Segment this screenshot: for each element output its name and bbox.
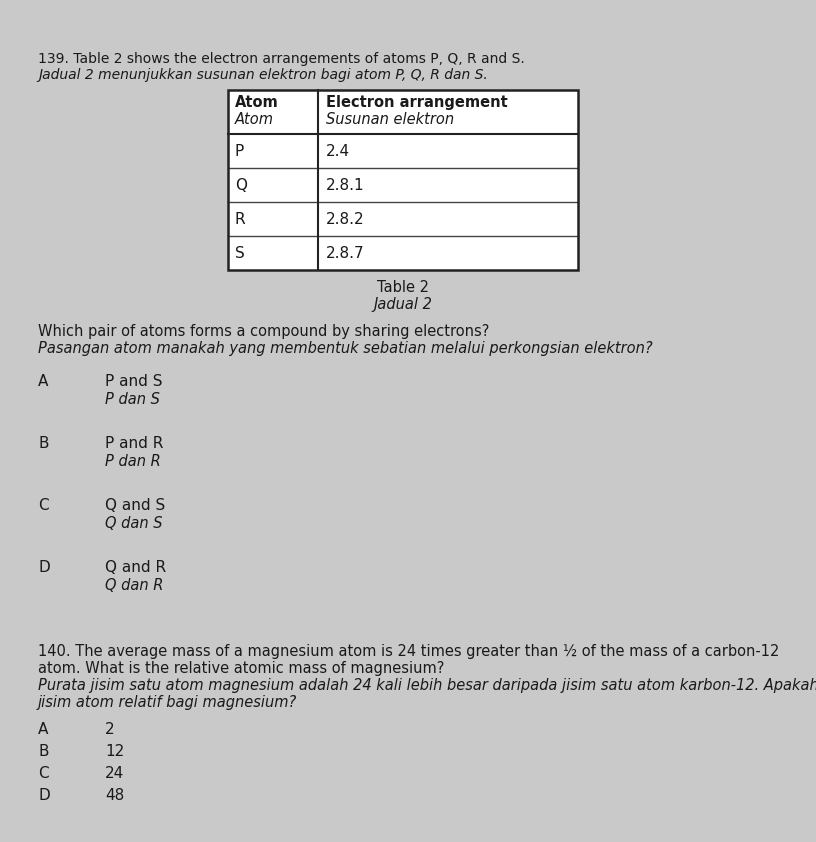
Text: Q dan R: Q dan R bbox=[105, 578, 163, 593]
Text: C: C bbox=[38, 766, 49, 781]
Text: Table 2: Table 2 bbox=[377, 280, 429, 295]
Text: D: D bbox=[38, 560, 50, 575]
Bar bbox=[228, 90, 578, 270]
Text: B: B bbox=[38, 436, 48, 451]
Text: Susunan elektron: Susunan elektron bbox=[326, 112, 455, 127]
Text: Q and S: Q and S bbox=[105, 498, 166, 513]
Text: A: A bbox=[38, 374, 48, 389]
Text: Pasangan atom manakah yang membentuk sebatian melalui perkongsian elektron?: Pasangan atom manakah yang membentuk seb… bbox=[38, 341, 653, 356]
Text: P: P bbox=[235, 143, 244, 158]
Text: A: A bbox=[38, 722, 48, 737]
Text: 2.4: 2.4 bbox=[326, 143, 350, 158]
Text: Atom: Atom bbox=[235, 95, 279, 110]
Text: C: C bbox=[38, 498, 49, 513]
Text: 2.8.1: 2.8.1 bbox=[326, 178, 365, 193]
Text: Electron arrangement: Electron arrangement bbox=[326, 95, 508, 110]
Text: 2: 2 bbox=[105, 722, 114, 737]
Text: atom. What is the relative atomic mass of magnesium?: atom. What is the relative atomic mass o… bbox=[38, 661, 445, 676]
Text: Atom: Atom bbox=[235, 112, 274, 127]
Text: 48: 48 bbox=[105, 788, 124, 803]
Text: jisim atom relatif bagi magnesium?: jisim atom relatif bagi magnesium? bbox=[38, 695, 297, 710]
Text: 2.8.2: 2.8.2 bbox=[326, 211, 365, 226]
Text: B: B bbox=[38, 744, 48, 759]
Text: Q and R: Q and R bbox=[105, 560, 166, 575]
Text: R: R bbox=[235, 211, 246, 226]
Text: 2.8.7: 2.8.7 bbox=[326, 246, 365, 260]
Bar bbox=[228, 90, 578, 270]
Text: 12: 12 bbox=[105, 744, 124, 759]
Text: 24: 24 bbox=[105, 766, 124, 781]
Text: Which pair of atoms forms a compound by sharing electrons?: Which pair of atoms forms a compound by … bbox=[38, 324, 490, 339]
Text: S: S bbox=[235, 246, 245, 260]
Text: Q: Q bbox=[235, 178, 247, 193]
Text: P dan R: P dan R bbox=[105, 454, 161, 469]
Text: 139. Table 2 shows the electron arrangements of atoms P, Q, R and S.: 139. Table 2 shows the electron arrangem… bbox=[38, 52, 525, 66]
Text: P dan S: P dan S bbox=[105, 392, 160, 407]
Text: Jadual 2 menunjukkan susunan elektron bagi atom P, Q, R dan S.: Jadual 2 menunjukkan susunan elektron ba… bbox=[38, 68, 488, 82]
Text: Jadual 2: Jadual 2 bbox=[374, 297, 432, 312]
Text: P and S: P and S bbox=[105, 374, 162, 389]
Text: P and R: P and R bbox=[105, 436, 163, 451]
Text: Purata jisim satu atom magnesium adalah 24 kali lebih besar daripada jisim satu : Purata jisim satu atom magnesium adalah … bbox=[38, 678, 816, 693]
Text: D: D bbox=[38, 788, 50, 803]
Text: 140. The average mass of a magnesium atom is 24 times greater than ½ of the mass: 140. The average mass of a magnesium ato… bbox=[38, 644, 779, 659]
Text: Q dan S: Q dan S bbox=[105, 516, 162, 531]
